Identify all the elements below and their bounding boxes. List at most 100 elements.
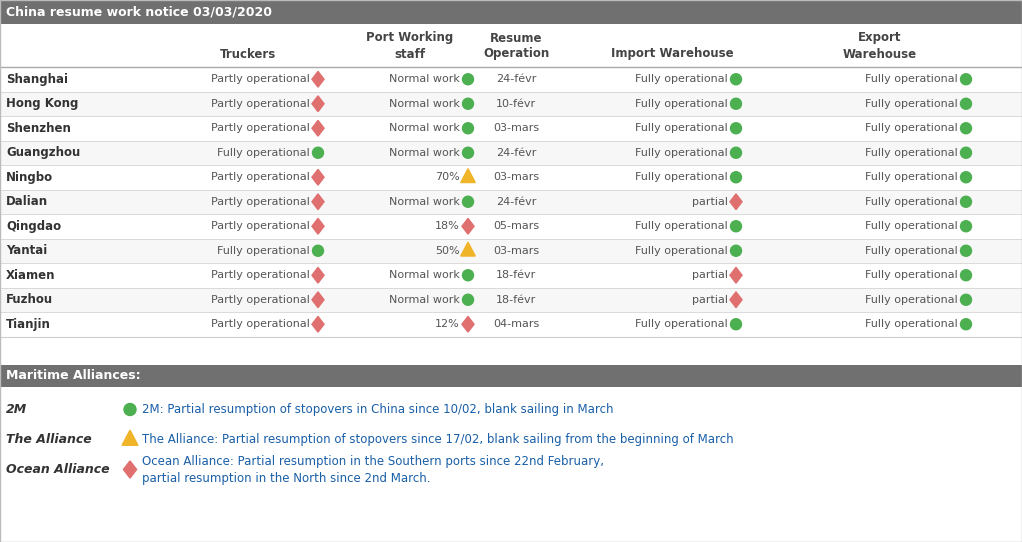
Bar	[0, 165, 1022, 190]
Text: Partly operational: Partly operational	[212, 270, 310, 280]
Text: Port Working: Port Working	[366, 31, 454, 44]
Text: Tianjin: Tianjin	[6, 318, 51, 331]
Polygon shape	[462, 317, 474, 332]
Text: Fully operational: Fully operational	[866, 295, 958, 305]
Circle shape	[961, 74, 972, 85]
Bar	[0, 116, 1022, 140]
Circle shape	[463, 74, 473, 85]
Text: Fuzhou: Fuzhou	[6, 293, 53, 306]
Circle shape	[731, 319, 742, 330]
Text: 03-mars: 03-mars	[493, 172, 539, 182]
Circle shape	[313, 245, 324, 256]
Text: Normal work: Normal work	[389, 270, 460, 280]
Polygon shape	[312, 170, 324, 185]
Text: China resume work notice 03/03/2020: China resume work notice 03/03/2020	[6, 5, 272, 18]
Text: Export: Export	[858, 31, 901, 44]
Text: 24-févr: 24-févr	[496, 74, 537, 84]
Circle shape	[463, 98, 473, 109]
Text: Fully operational: Fully operational	[866, 197, 958, 207]
Text: Truckers: Truckers	[220, 48, 276, 61]
Text: Partly operational: Partly operational	[212, 319, 310, 329]
Text: Fully operational: Fully operational	[636, 74, 728, 84]
Polygon shape	[124, 461, 137, 478]
Polygon shape	[461, 242, 475, 256]
Text: 70%: 70%	[435, 172, 460, 182]
Circle shape	[731, 221, 742, 232]
Text: Fully operational: Fully operational	[866, 270, 958, 280]
Text: Fully operational: Fully operational	[636, 221, 728, 231]
Text: Normal work: Normal work	[389, 197, 460, 207]
Text: Resume: Resume	[490, 31, 543, 44]
Text: Normal work: Normal work	[389, 123, 460, 133]
Text: Maritime Alliances:: Maritime Alliances:	[6, 369, 141, 382]
Text: Fully operational: Fully operational	[636, 319, 728, 329]
Text: Fully operational: Fully operational	[866, 172, 958, 182]
Polygon shape	[312, 194, 324, 210]
Text: Hong Kong: Hong Kong	[6, 97, 79, 110]
Bar	[0, 287, 1022, 312]
Text: Ocean Alliance: Partial resumption in the Southern ports since 22nd February,: Ocean Alliance: Partial resumption in th…	[142, 455, 604, 468]
Text: 18%: 18%	[435, 221, 460, 231]
Text: Fully operational: Fully operational	[866, 99, 958, 109]
Circle shape	[463, 196, 473, 207]
Text: Fully operational: Fully operational	[866, 221, 958, 231]
Text: Shenzhen: Shenzhen	[6, 122, 71, 135]
Text: Fully operational: Fully operational	[636, 246, 728, 256]
Text: partial: partial	[692, 295, 728, 305]
Text: Fully operational: Fully operational	[636, 123, 728, 133]
Text: Fully operational: Fully operational	[866, 148, 958, 158]
Circle shape	[731, 122, 742, 134]
Polygon shape	[312, 267, 324, 283]
Text: Qingdao: Qingdao	[6, 220, 61, 233]
Polygon shape	[730, 194, 742, 210]
Polygon shape	[730, 267, 742, 283]
Circle shape	[731, 172, 742, 183]
Circle shape	[961, 319, 972, 330]
Bar	[0, 238, 1022, 263]
Text: Normal work: Normal work	[389, 99, 460, 109]
Text: Fully operational: Fully operational	[636, 99, 728, 109]
Bar	[0, 214, 1022, 238]
Circle shape	[124, 403, 136, 416]
Circle shape	[961, 196, 972, 207]
Circle shape	[731, 98, 742, 109]
Circle shape	[961, 122, 972, 134]
Polygon shape	[312, 317, 324, 332]
Circle shape	[961, 172, 972, 183]
Text: Fully operational: Fully operational	[636, 148, 728, 158]
Bar	[0, 365, 1022, 386]
Text: Partly operational: Partly operational	[212, 197, 310, 207]
Bar	[0, 140, 1022, 165]
Circle shape	[731, 245, 742, 256]
Text: Warehouse: Warehouse	[843, 48, 917, 61]
Text: Fully operational: Fully operational	[636, 172, 728, 182]
Circle shape	[961, 98, 972, 109]
Text: Fully operational: Fully operational	[866, 246, 958, 256]
Text: Fully operational: Fully operational	[218, 148, 310, 158]
Text: Dalian: Dalian	[6, 195, 48, 208]
Text: partial resumption in the North since 2nd March.: partial resumption in the North since 2n…	[142, 472, 430, 485]
Bar	[0, 312, 1022, 337]
Polygon shape	[312, 292, 324, 308]
Text: partial: partial	[692, 270, 728, 280]
Text: The Alliance: Partial resumption of stopovers since 17/02, blank sailing from th: The Alliance: Partial resumption of stop…	[142, 433, 734, 446]
Circle shape	[731, 74, 742, 85]
Text: 50%: 50%	[435, 246, 460, 256]
Text: 05-mars: 05-mars	[493, 221, 539, 231]
Circle shape	[731, 147, 742, 158]
Polygon shape	[122, 430, 138, 446]
Text: Fully operational: Fully operational	[866, 123, 958, 133]
Text: 24-févr: 24-févr	[496, 148, 537, 158]
Polygon shape	[312, 218, 324, 234]
Text: Import Warehouse: Import Warehouse	[611, 48, 734, 61]
Circle shape	[961, 245, 972, 256]
Circle shape	[463, 270, 473, 281]
Bar	[0, 263, 1022, 287]
Text: 2M: 2M	[6, 403, 28, 416]
Text: staff: staff	[394, 48, 425, 61]
Circle shape	[463, 122, 473, 134]
Text: Normal work: Normal work	[389, 74, 460, 84]
Text: Ocean Alliance: Ocean Alliance	[6, 463, 109, 476]
Polygon shape	[461, 169, 475, 183]
Text: 2M: Partial resumption of stopovers in China since 10/02, blank sailing in March: 2M: Partial resumption of stopovers in C…	[142, 403, 613, 416]
